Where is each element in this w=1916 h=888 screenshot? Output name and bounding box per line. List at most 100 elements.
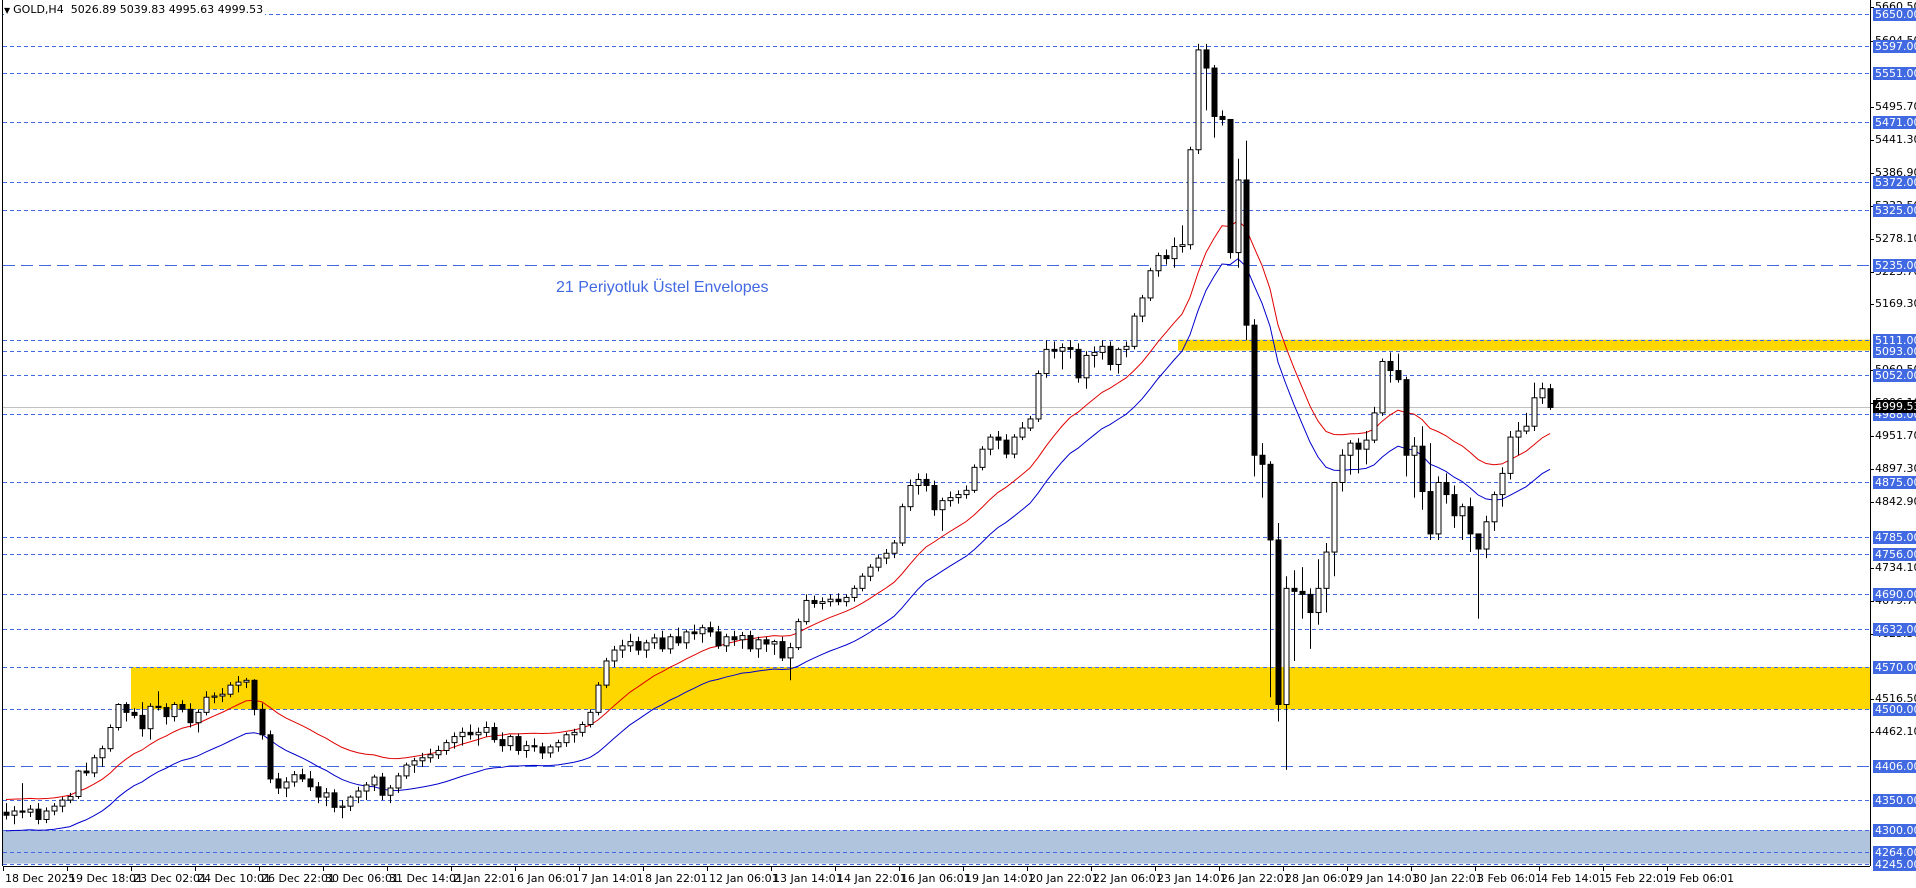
time-tick-label: 28 Jan 06:01 [1285, 872, 1355, 885]
bear-candle [1243, 179, 1250, 326]
bull-candle [355, 790, 362, 798]
bear-candle [379, 776, 386, 796]
bear-candle [779, 641, 786, 659]
bull-candle [291, 774, 298, 783]
bull-candle [1499, 472, 1506, 496]
bear-candle [1475, 533, 1482, 550]
bear-candle [307, 778, 314, 788]
bull-candle [323, 792, 330, 798]
bull-candle [843, 596, 850, 603]
bull-candle [1035, 373, 1042, 420]
bull-candle [43, 810, 50, 820]
bull-candle [939, 500, 946, 511]
bear-candle [1051, 348, 1058, 352]
bear-candle [155, 705, 162, 709]
bull-candle [971, 466, 978, 491]
bear-candle [131, 711, 138, 716]
bull-candle [1363, 439, 1370, 450]
time-tick-label: 19 Jan 14:01 [965, 872, 1035, 885]
bear-candle [1003, 439, 1010, 455]
time-tick-label: 23 Jan 14:01 [1157, 872, 1227, 885]
bull-candle [443, 742, 450, 751]
bull-candle [803, 599, 810, 623]
bear-candle [931, 485, 938, 511]
bull-candle [523, 745, 530, 751]
time-tick-label: 16 Jan 06:01 [901, 872, 971, 885]
bull-candle [1179, 244, 1186, 248]
bull-candle [1459, 506, 1466, 517]
bull-candle [891, 542, 898, 554]
price-tick-label: 5441.30 [1875, 132, 1916, 146]
bull-candle [339, 805, 346, 808]
time-tick-label: 12 Jan 06:01 [709, 872, 779, 885]
bear-candle [539, 746, 546, 754]
bear-candle [187, 708, 194, 724]
bull-candle [1235, 179, 1242, 254]
level-price-label: 4785.00 [1873, 530, 1916, 544]
bear-candle [1387, 360, 1394, 372]
bear-candle [1419, 445, 1426, 493]
bull-candle [1411, 445, 1418, 456]
bear-candle [35, 808, 42, 820]
level-price-label: 4500.00 [1873, 703, 1916, 717]
bear-candle [1403, 379, 1410, 456]
bull-candle [1323, 551, 1330, 589]
bear-candle [299, 774, 306, 780]
bull-candle [851, 587, 858, 598]
bull-candle [147, 705, 154, 730]
bull-candle [611, 649, 618, 662]
dropdown-triangle-icon[interactable]: ▼ [4, 6, 11, 15]
bull-candle [571, 731, 578, 736]
level-price-label: 5093.00 [1873, 344, 1916, 358]
bull-candle [1523, 425, 1530, 432]
price-tick-label: 5278.10 [1875, 231, 1916, 245]
envelope-lower-line [5, 258, 1551, 832]
envelope-annotation: 21 Periyotluk Üstel Envelopes [556, 279, 769, 296]
time-tick-label: 31 Dec 14:01 [389, 872, 463, 885]
bull-candle [51, 805, 58, 812]
bull-candle [363, 784, 370, 792]
bull-candle [507, 736, 514, 747]
bull-candle [587, 711, 594, 725]
bull-candle [947, 497, 954, 502]
bull-candle [547, 746, 554, 754]
bull-candle [1339, 454, 1346, 483]
bull-candle [195, 711, 202, 724]
bull-candle [483, 727, 490, 733]
bear-candle [707, 627, 714, 633]
bear-candle [659, 637, 666, 650]
bull-candle [627, 641, 634, 647]
bull-candle [1371, 412, 1378, 441]
bull-candle [1099, 345, 1106, 353]
bull-candle [1347, 442, 1354, 456]
bull-candle [915, 478, 922, 487]
bull-candle [603, 660, 610, 686]
yellow-zone [131, 667, 1870, 710]
bull-candle [27, 808, 34, 813]
bear-candle [515, 736, 522, 751]
level-price-label: 4632.00 [1873, 623, 1916, 637]
bear-candle [1163, 255, 1170, 260]
bull-candle [387, 787, 394, 796]
bear-candle [1075, 348, 1082, 379]
bull-candle [987, 436, 994, 450]
bull-candle [651, 637, 658, 644]
bull-candle [11, 810, 18, 816]
bear-candle [267, 734, 274, 780]
bear-candle [923, 478, 930, 487]
bull-candle [683, 631, 690, 644]
bull-candle [955, 494, 962, 499]
bull-candle [1539, 388, 1546, 399]
bull-candle [859, 575, 866, 589]
bear-candle [1219, 115, 1226, 120]
bull-candle [1171, 246, 1178, 260]
bull-candle [819, 601, 826, 604]
bear-candle [1227, 118, 1234, 254]
bear-candle [1107, 345, 1114, 366]
bull-candle [1283, 587, 1290, 706]
bull-candle [1315, 587, 1322, 614]
time-tick-label: 3 Feb 06:01 [1477, 872, 1543, 885]
bull-candle [555, 742, 562, 748]
bear-candle [1251, 324, 1258, 456]
